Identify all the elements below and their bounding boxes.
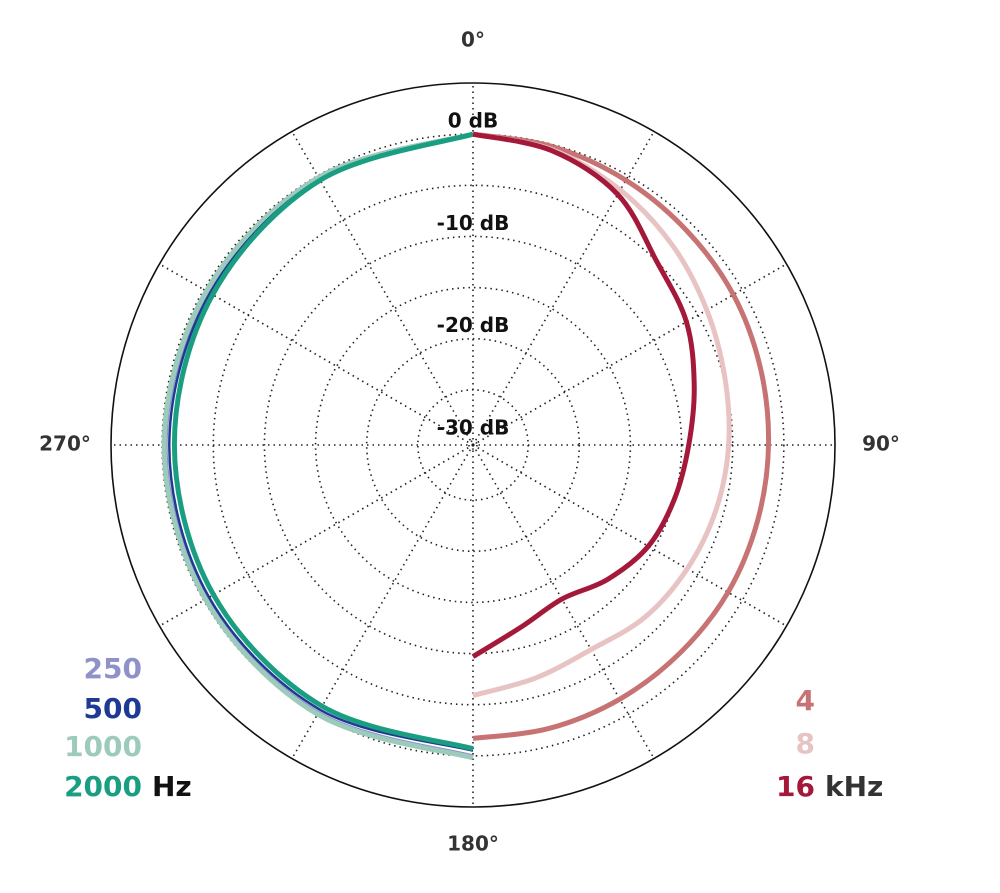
r-tick-label: -20 dB [437, 313, 510, 337]
theta-tick-label: 270° [39, 432, 91, 456]
spoke [472, 444, 655, 759]
r-tick-label: -30 dB [437, 416, 510, 440]
r-tick-label: 0 dB [448, 109, 498, 133]
theta-tick-label: 180° [447, 832, 499, 856]
spoke [472, 263, 787, 446]
legend-entry: 2000 [64, 770, 142, 803]
legend-entry: 500 [84, 692, 142, 725]
r-tick-label: -10 dB [437, 211, 510, 235]
ring [468, 440, 478, 450]
spoke [472, 444, 787, 627]
series-line [472, 131, 732, 698]
series-line [472, 131, 772, 741]
legend-unit: kHz [825, 770, 883, 803]
legend-entry: 1000 [64, 730, 142, 763]
legend-entry: 250 [84, 652, 142, 685]
ring [314, 286, 632, 604]
series-line [471, 131, 697, 659]
legend-entry: 8 [796, 727, 815, 760]
theta-tick-label: 90° [862, 432, 900, 456]
series-line [168, 132, 474, 752]
ring [365, 337, 581, 553]
legend-unit: Hz [152, 770, 192, 803]
legend-entry: 16 [776, 770, 815, 803]
series-line [171, 131, 474, 752]
series-line [161, 131, 474, 761]
ring [417, 389, 529, 501]
ring [263, 235, 683, 655]
series-line [162, 131, 474, 760]
ring [212, 184, 734, 706]
legend-entry: 4 [796, 684, 815, 717]
theta-tick-label: 0° [461, 28, 485, 52]
outer-circle [110, 82, 836, 808]
